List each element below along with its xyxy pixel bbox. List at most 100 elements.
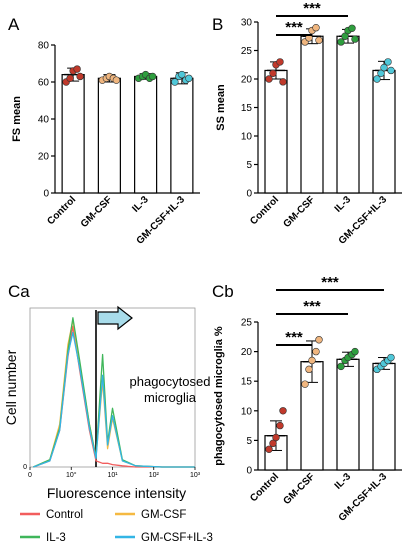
y-tick-label: 5 [246,160,252,171]
data-point [337,362,345,371]
bar [170,77,194,194]
y-tick-label: 10 [241,132,253,143]
y-tick-label: 25 [241,318,253,329]
data-point [312,24,320,32]
bar [264,69,288,194]
y-tick-label: 5 [246,436,252,447]
data-point [73,65,81,73]
data-point [301,380,309,388]
data-point [276,58,284,66]
data-point [308,356,316,365]
y-tick-label: 40 [38,115,50,126]
data-point [269,439,277,448]
data-point [148,72,157,81]
bar [372,69,396,194]
data-point [312,347,320,356]
legend-label: GM-CSF+IL-3 [141,532,213,544]
significance-label: *** [321,274,339,291]
category-label: Control [248,471,281,504]
data-point [377,69,385,78]
bar [336,35,360,194]
bar [336,358,360,471]
category-label: IL-3 [130,194,151,215]
data-point [66,74,74,83]
y-tick-label: 15 [241,377,253,388]
bar [300,35,324,194]
y-tick-label: 25 [241,46,253,57]
data-point [76,72,84,81]
data-point [315,336,323,344]
data-point [305,365,313,374]
x-tick-label: 10¹ [107,472,118,479]
data-point [185,74,193,83]
data-point [348,24,356,32]
data-point [265,75,273,83]
y-tick-label: 10 [241,406,253,417]
data-point [178,70,186,79]
y-tick-label: 0 [43,189,49,200]
data-point [387,66,395,75]
panel-label-cb: Cb [212,282,234,301]
data-point [279,407,287,415]
panel-label-b: B [212,15,223,34]
gate-annotation-line1: phagocytosed [130,374,211,389]
data-point [380,63,388,72]
significance-label: *** [303,0,321,17]
histogram-line [33,331,195,468]
category-label: GM-CSF [281,471,317,507]
data-point [341,32,349,40]
category-label: IL-3 [333,194,354,215]
x-axis-label: Fluorescence intensity [47,485,186,501]
category-label: IL-3 [333,471,354,492]
data-point [384,58,392,66]
panel-cb-bar-chart: 0 5 10 15 20 25 phagocytosed microglia % Contro… [213,274,402,524]
data-point [387,353,395,362]
x-tick-label: 10³ [190,472,201,479]
significance-label: *** [285,19,303,36]
data-point [351,35,359,43]
data-point [337,38,345,46]
y-axis-label: Cell number [3,349,19,425]
gate-arrow-icon [97,305,133,331]
category-label: Control [248,194,281,227]
data-point [279,78,287,86]
category-label: GM-CSF [79,194,115,230]
data-point [276,421,284,430]
data-point [269,69,277,78]
y-tick-label: 0 [23,464,27,471]
data-point [265,445,273,453]
y-tick-label: 0 [246,189,252,200]
category-label: Control [45,194,78,227]
legend-label: GM-CSF [141,509,186,521]
x-tick-label: 10² [149,472,160,479]
y-axis-label: phagocytosed microglia % [213,326,225,466]
panel-label-ca: Ca [8,282,30,301]
y-tick-label: 20 [241,347,253,358]
bar [134,75,158,194]
data-point [272,433,280,442]
data-point [315,36,323,44]
y-tick-label: 15 [241,103,253,114]
data-point [373,75,381,83]
legend-label: Control [46,509,83,521]
y-tick-label: 0 [246,466,252,477]
bar [61,73,85,194]
data-point [351,347,359,356]
y-tick-label: 20 [241,75,253,86]
y-tick-label: 60 [38,78,50,89]
y-tick-label: 20 [38,152,50,163]
y-tick-label: 80 [38,41,50,52]
x-tick-label: 0 [28,472,32,479]
bar [372,362,396,471]
category-label: GM-CSF [281,194,317,230]
x-tick-label: 10° [66,471,77,479]
significance-label: *** [285,329,303,346]
data-point [171,78,179,86]
y-axis-label: FS mean [11,96,23,142]
significance-label: *** [303,298,321,315]
y-tick-label: 30 [241,18,253,29]
